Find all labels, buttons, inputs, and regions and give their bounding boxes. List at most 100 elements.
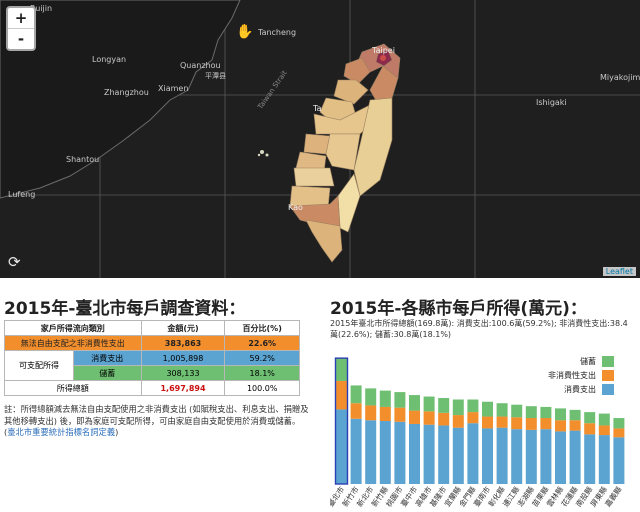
bar-segment[interactable] bbox=[482, 401, 493, 417]
bar-segment[interactable] bbox=[394, 407, 406, 422]
bar-segment[interactable] bbox=[350, 418, 362, 484]
x-tick-label: 嘉義縣 bbox=[602, 484, 623, 509]
zoom-out-button[interactable]: - bbox=[8, 28, 34, 49]
saving-percent: 18.1% bbox=[224, 365, 300, 381]
map-label-pingtan: 平潭县 bbox=[205, 72, 226, 80]
bar-segment[interactable] bbox=[394, 392, 406, 408]
header-amount: 金額(元) bbox=[140, 320, 226, 336]
disposable-income-label: 可支配所得 bbox=[4, 350, 74, 381]
map-label-zhangzhou: Zhangzhou bbox=[104, 88, 149, 97]
penghu-islands bbox=[257, 150, 269, 157]
definition-link[interactable]: 臺北市重要統計指標名詞定義 bbox=[7, 427, 116, 437]
bar-segment[interactable] bbox=[452, 415, 464, 428]
bar-segment[interactable] bbox=[379, 421, 391, 484]
zoom-in-button[interactable]: + bbox=[14, 9, 28, 27]
bar-segment[interactable] bbox=[613, 437, 625, 484]
bar-segment[interactable] bbox=[584, 434, 596, 484]
refresh-icon[interactable]: ⟳ bbox=[8, 253, 21, 271]
bar-segment[interactable] bbox=[584, 412, 596, 424]
bar-segment[interactable] bbox=[598, 413, 610, 426]
bar-segment[interactable] bbox=[379, 390, 391, 407]
bar-segment[interactable] bbox=[438, 412, 450, 426]
bar-segment[interactable] bbox=[423, 424, 435, 484]
table-row-total: 所得總額 1,697,894 100.0% bbox=[4, 380, 300, 396]
bar-segment[interactable] bbox=[555, 408, 566, 421]
county-nantou bbox=[325, 133, 361, 171]
bar-segment[interactable] bbox=[525, 429, 537, 484]
bar-segment[interactable] bbox=[409, 410, 420, 424]
bar-segment[interactable] bbox=[482, 416, 493, 429]
bar-segment[interactable] bbox=[613, 428, 625, 438]
county-taitung bbox=[337, 173, 361, 233]
map-label-longyan: Longyan bbox=[92, 55, 127, 64]
bar-segment[interactable] bbox=[482, 428, 493, 484]
bar-segment[interactable] bbox=[496, 403, 508, 417]
bar-segment[interactable] bbox=[598, 425, 610, 436]
bar-segment[interactable] bbox=[336, 380, 347, 410]
bar-segment[interactable] bbox=[569, 409, 581, 421]
bar-segment[interactable] bbox=[613, 418, 625, 429]
bar-segment[interactable] bbox=[350, 403, 362, 419]
left-panel-title: 2015年-臺北市每戶調查資料： bbox=[4, 299, 246, 319]
bar-segment[interactable] bbox=[598, 435, 610, 484]
taiwan-choropleth[interactable] bbox=[289, 43, 401, 263]
bar-segment[interactable] bbox=[394, 421, 406, 484]
bar-segment[interactable] bbox=[496, 416, 508, 428]
map-canvas[interactable] bbox=[0, 0, 640, 278]
legend-label: 消費支出 bbox=[564, 384, 596, 394]
bar-segment[interactable] bbox=[511, 429, 523, 484]
bar-segment[interactable] bbox=[555, 431, 566, 484]
map-label-tancheng: Tancheng bbox=[258, 28, 297, 37]
selected-bar-outline bbox=[334, 357, 349, 485]
bar-segment[interactable] bbox=[365, 405, 377, 421]
bar-segment[interactable] bbox=[584, 423, 596, 435]
map-label-kaohsiung: Kao bbox=[288, 203, 303, 212]
bar-segment[interactable] bbox=[540, 429, 552, 484]
bar-segment[interactable] bbox=[467, 399, 479, 413]
bar-segment[interactable] bbox=[569, 420, 581, 431]
table-row-consumption: 可支配所得 消費支出 1,005,898 59.2% bbox=[4, 350, 300, 381]
bar-segment[interactable] bbox=[336, 409, 347, 484]
bar-segment[interactable] bbox=[438, 398, 450, 413]
bar-segment[interactable] bbox=[409, 395, 420, 411]
footnote: 註：所得總額減去無法自由支配使用之非消費支出 (如賦稅支出、利息支出、捐贈及其他… bbox=[4, 404, 310, 439]
leaflet-attribution-link[interactable]: Leaflet bbox=[602, 267, 636, 276]
bar-segment[interactable] bbox=[409, 423, 420, 484]
stacked-bar-chart[interactable]: 臺北市新竹市新北市新竹縣桃園市臺中市高雄市基隆市宜蘭縣金門縣臺南市彰化縣連江縣澎… bbox=[330, 350, 634, 510]
map-label-taipei: Taipei bbox=[372, 46, 395, 55]
saving-label: 儲蓄 bbox=[73, 365, 142, 381]
total-label: 所得總額 bbox=[4, 380, 142, 396]
bar-segment[interactable] bbox=[569, 430, 581, 484]
bar-segment[interactable] bbox=[423, 396, 435, 412]
bar-segment[interactable] bbox=[423, 411, 435, 425]
hand-cursor-icon: ✋ bbox=[236, 24, 254, 40]
bar-segment[interactable] bbox=[365, 420, 377, 484]
bar-segment[interactable] bbox=[525, 418, 537, 430]
bar-segment[interactable] bbox=[452, 427, 464, 484]
map-label-quanzhou: Quanzhou bbox=[180, 61, 221, 70]
county-pingtung bbox=[305, 219, 343, 263]
map-label-lufeng: Lufeng bbox=[8, 190, 36, 199]
bar-segment[interactable] bbox=[555, 420, 566, 432]
consumption-label: 消費支出 bbox=[73, 350, 142, 366]
bar-segment[interactable] bbox=[452, 399, 464, 416]
bar-segment[interactable] bbox=[540, 418, 552, 430]
bar-segment[interactable] bbox=[336, 358, 347, 381]
bar-segment[interactable] bbox=[496, 427, 508, 484]
bar-segment[interactable] bbox=[525, 406, 537, 419]
map-label-miyakojima: Miyakojima bbox=[600, 73, 640, 82]
bar-segment[interactable] bbox=[350, 385, 362, 404]
map-view[interactable]: Ruijin Longyan Quanzhou Tancheng 平潭县 Xia… bbox=[0, 0, 640, 278]
legend-swatch bbox=[602, 370, 614, 381]
bar-segment[interactable] bbox=[540, 406, 552, 419]
map-label-ishigaki: Ishigaki bbox=[536, 98, 567, 107]
bar-segment[interactable] bbox=[379, 406, 391, 421]
bar-segment[interactable] bbox=[438, 425, 450, 484]
mainland-landmass bbox=[0, 0, 241, 199]
bar-segment[interactable] bbox=[467, 423, 479, 484]
bar-segment[interactable] bbox=[511, 404, 523, 418]
bar-segment[interactable] bbox=[365, 388, 377, 406]
consumption-percent: 59.2% bbox=[224, 350, 300, 366]
bar-segment[interactable] bbox=[511, 417, 523, 430]
bar-segment[interactable] bbox=[467, 412, 479, 424]
